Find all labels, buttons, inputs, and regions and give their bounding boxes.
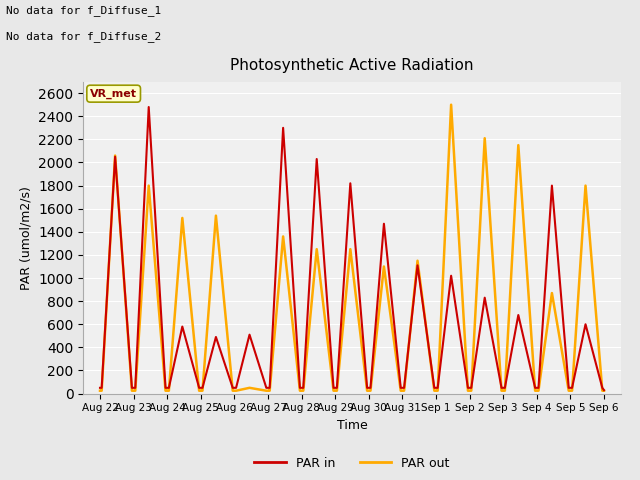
Title: Photosynthetic Active Radiation: Photosynthetic Active Radiation [230,59,474,73]
Text: No data for f_Diffuse_2: No data for f_Diffuse_2 [6,31,162,42]
Legend: PAR in, PAR out: PAR in, PAR out [250,452,454,475]
Text: VR_met: VR_met [90,88,137,99]
Y-axis label: PAR (umol/m2/s): PAR (umol/m2/s) [20,186,33,289]
X-axis label: Time: Time [337,419,367,432]
Text: No data for f_Diffuse_1: No data for f_Diffuse_1 [6,5,162,16]
